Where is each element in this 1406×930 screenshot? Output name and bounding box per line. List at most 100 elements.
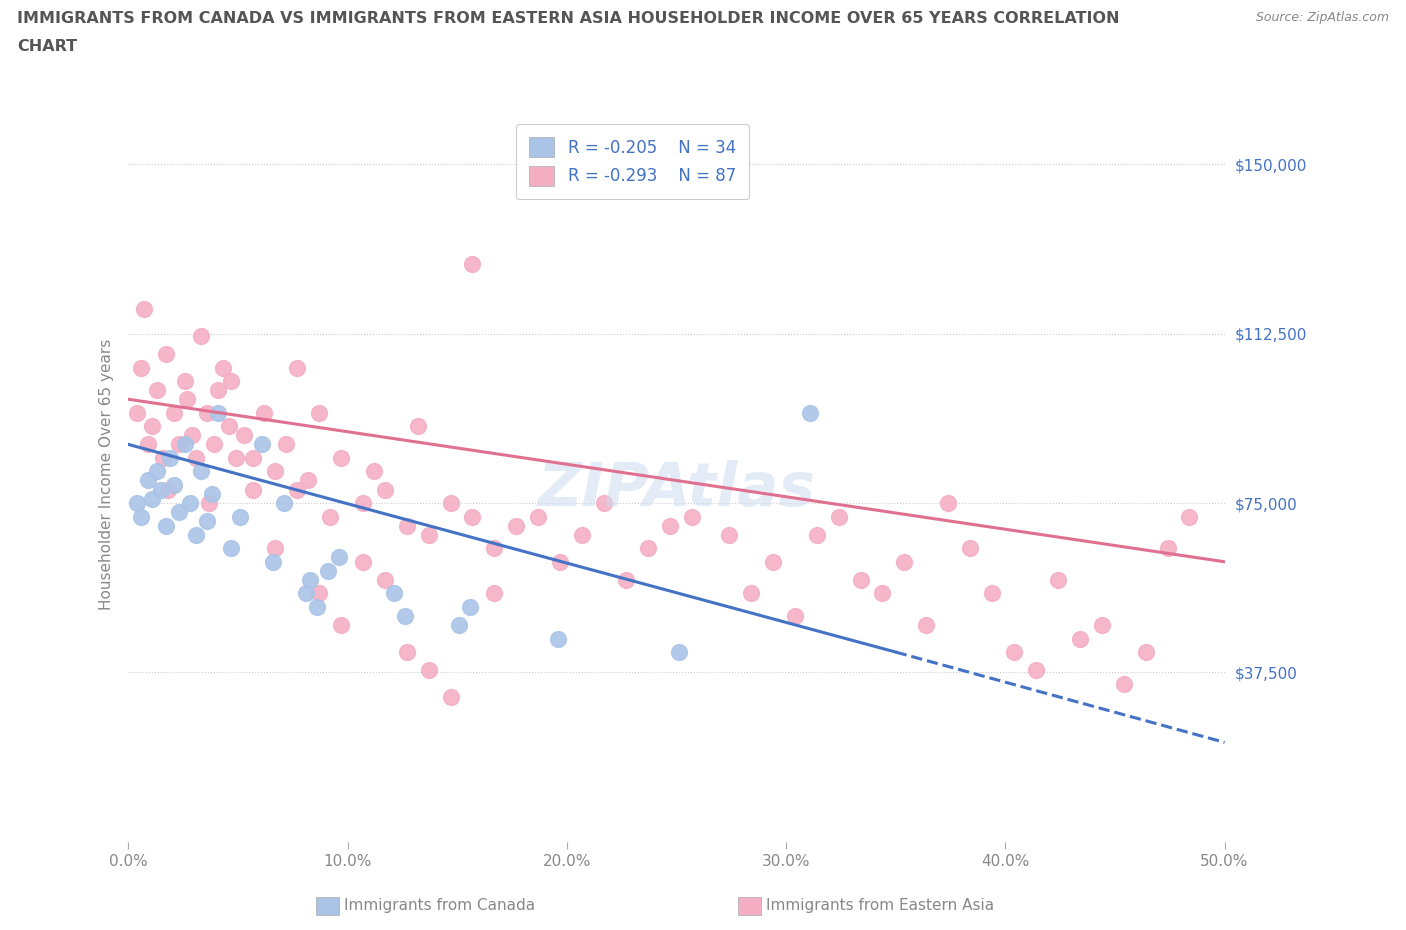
Point: [806, 527, 828, 542]
Point: [250, 437, 273, 452]
Point: [221, 540, 243, 555]
Point: [319, 509, 342, 524]
Point: [180, 428, 202, 443]
Point: [547, 631, 569, 646]
Point: [329, 618, 352, 632]
Point: [439, 496, 461, 511]
Point: [893, 554, 915, 569]
Point: [449, 618, 471, 632]
Point: [262, 554, 284, 569]
Point: [225, 450, 247, 465]
Point: [145, 383, 167, 398]
Text: Immigrants from Canada: Immigrants from Canada: [344, 898, 536, 913]
Point: [593, 496, 616, 511]
Point: [959, 540, 981, 555]
Point: [297, 473, 319, 488]
Point: [136, 473, 159, 488]
Point: [799, 405, 821, 420]
Point: [264, 464, 287, 479]
Point: [242, 450, 264, 465]
Point: [253, 405, 276, 420]
Point: [740, 586, 762, 601]
Point: [718, 527, 741, 542]
Point: [981, 586, 1004, 601]
Point: [186, 527, 208, 542]
Point: [221, 374, 243, 389]
Point: [395, 518, 418, 533]
Point: [316, 564, 339, 578]
Point: [614, 572, 637, 587]
Point: [1091, 618, 1114, 632]
Point: [198, 496, 221, 511]
Point: [1178, 509, 1201, 524]
Point: [305, 600, 328, 615]
Point: [439, 690, 461, 705]
Point: [658, 518, 681, 533]
Text: Immigrants from Eastern Asia: Immigrants from Eastern Asia: [766, 898, 994, 913]
Point: [849, 572, 872, 587]
Point: [1002, 644, 1025, 659]
Point: [308, 586, 330, 601]
Point: [285, 360, 308, 375]
Point: [150, 482, 173, 497]
Point: [936, 496, 959, 511]
Point: [159, 450, 181, 465]
Point: [571, 527, 593, 542]
Point: [1069, 631, 1091, 646]
Point: [461, 509, 484, 524]
Point: [202, 437, 225, 452]
Point: [696, 179, 718, 194]
Point: [352, 496, 374, 511]
Point: [1112, 676, 1135, 691]
Point: [461, 257, 484, 272]
Point: [374, 572, 396, 587]
Point: [200, 486, 222, 501]
Point: [132, 301, 155, 316]
Point: [174, 374, 197, 389]
Point: [155, 347, 177, 362]
Point: [484, 540, 506, 555]
Point: [174, 437, 197, 452]
Point: [458, 600, 481, 615]
Point: [418, 663, 440, 678]
Point: [229, 509, 252, 524]
Point: [176, 392, 198, 406]
Point: [207, 405, 229, 420]
Text: IMMIGRANTS FROM CANADA VS IMMIGRANTS FROM EASTERN ASIA HOUSEHOLDER INCOME OVER 6: IMMIGRANTS FROM CANADA VS IMMIGRANTS FRO…: [17, 11, 1119, 26]
Point: [394, 608, 416, 623]
Point: [681, 509, 703, 524]
Text: ZIPAtlas: ZIPAtlas: [537, 460, 815, 519]
Point: [179, 496, 201, 511]
Point: [295, 586, 318, 601]
Point: [285, 482, 308, 497]
Point: [762, 554, 785, 569]
Text: Source: ZipAtlas.com: Source: ZipAtlas.com: [1256, 11, 1389, 24]
Point: [363, 464, 385, 479]
Point: [207, 383, 229, 398]
Point: [211, 360, 233, 375]
Point: [195, 513, 218, 528]
Point: [141, 491, 163, 506]
Point: [484, 586, 506, 601]
Point: [308, 405, 330, 420]
Point: [125, 496, 148, 511]
Point: [163, 405, 186, 420]
Point: [131, 509, 153, 524]
Legend: R = -0.205    N = 34, R = -0.293    N = 87: R = -0.205 N = 34, R = -0.293 N = 87: [516, 124, 749, 199]
Point: [395, 644, 418, 659]
Point: [131, 360, 153, 375]
Point: [527, 509, 550, 524]
Point: [190, 464, 212, 479]
Point: [548, 554, 571, 569]
Text: CHART: CHART: [17, 39, 77, 54]
Point: [163, 478, 186, 493]
Point: [145, 464, 167, 479]
Point: [218, 418, 240, 433]
Point: [1025, 663, 1047, 678]
Point: [783, 608, 806, 623]
Point: [1046, 572, 1069, 587]
Point: [167, 437, 190, 452]
Point: [186, 450, 208, 465]
Point: [915, 618, 938, 632]
Point: [167, 505, 190, 520]
